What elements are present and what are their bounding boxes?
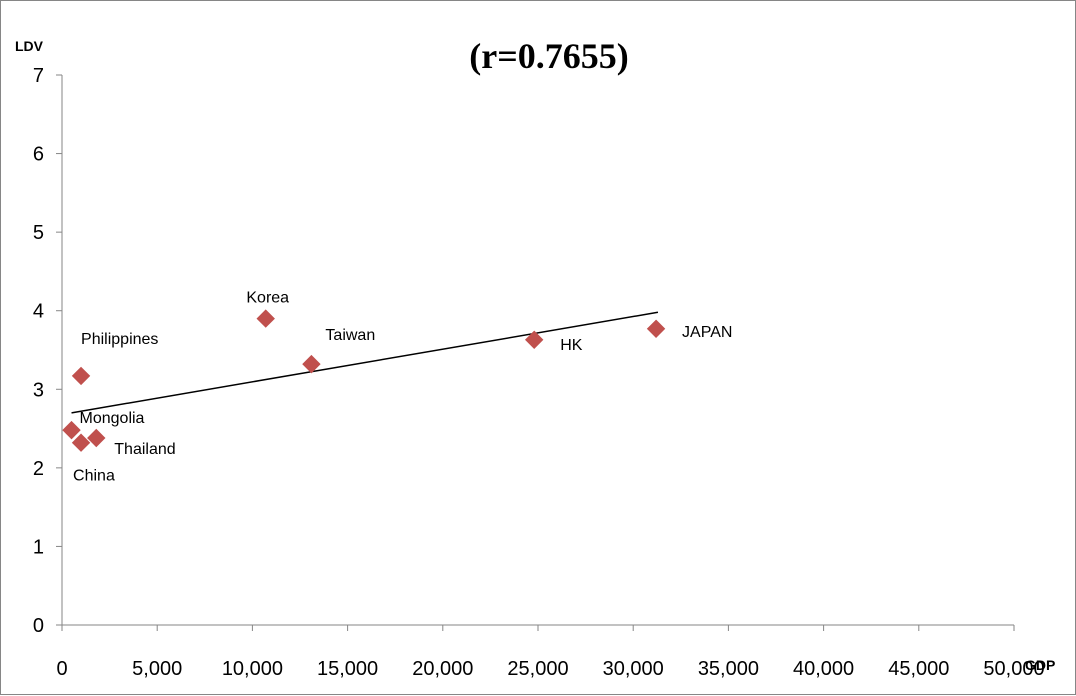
point-label-mongolia: Mongolia xyxy=(80,410,145,427)
x-tick-label: 35,000 xyxy=(698,658,759,680)
chart-title: (r=0.7655) xyxy=(469,36,628,76)
x-tick-label: 10,000 xyxy=(222,658,283,680)
data-point-thailand xyxy=(87,428,106,448)
x-axis-ticks: 0 5,000 10,000 15,000 20,000 25,000 30,000 35,0… xyxy=(56,625,1045,680)
data-point-china xyxy=(71,433,91,452)
point-label-philippines: Philippines xyxy=(81,331,158,348)
x-tick-label: 0 xyxy=(56,658,67,680)
point-label-thailand: Thailand xyxy=(114,441,175,458)
data-point-japan xyxy=(646,319,666,338)
y-tick-label: 7 xyxy=(33,65,44,87)
data-point-mongolia xyxy=(62,420,81,440)
y-tick-label: 2 xyxy=(33,458,44,480)
data-point-hk xyxy=(524,330,544,349)
x-tick-label: 45,000 xyxy=(888,658,949,680)
data-point-philippines xyxy=(71,366,91,386)
x-tick-label: 30,000 xyxy=(603,658,664,680)
point-label-hk: HK xyxy=(560,337,583,354)
y-tick-label: 3 xyxy=(33,379,44,401)
data-points xyxy=(62,309,666,452)
trendline-layer xyxy=(71,311,659,414)
y-tick-label: 0 xyxy=(33,615,44,637)
y-tick-label: 5 xyxy=(33,222,44,244)
trendline xyxy=(71,311,659,414)
x-tick-label: 20,000 xyxy=(412,658,473,680)
point-label-taiwan: Taiwan xyxy=(325,327,375,344)
point-label-china: China xyxy=(73,468,115,485)
point-label-japan: JAPAN xyxy=(682,324,732,341)
y-tick-label: 1 xyxy=(33,536,44,558)
data-point-korea xyxy=(256,309,275,328)
x-tick-label: 40,000 xyxy=(793,658,854,680)
y-tick-label: 4 xyxy=(33,301,44,323)
data-point-taiwan xyxy=(302,354,321,374)
x-tick-label: 25,000 xyxy=(507,658,568,680)
point-label-korea: Korea xyxy=(246,290,289,307)
y-axis-title: LDV xyxy=(15,38,44,54)
x-tick-label: 5,000 xyxy=(132,658,182,680)
y-axis-ticks: 0 1 2 3 4 5 6 7 xyxy=(33,65,62,637)
x-tick-label: 50,000 xyxy=(983,658,1044,680)
y-tick-label: 6 xyxy=(33,144,44,166)
x-tick-label: 15,000 xyxy=(317,658,378,680)
point-labels: Philippines Mongolia China Thailand Korea Tai… xyxy=(73,290,732,485)
x-axis-title: GDP xyxy=(1025,657,1055,673)
